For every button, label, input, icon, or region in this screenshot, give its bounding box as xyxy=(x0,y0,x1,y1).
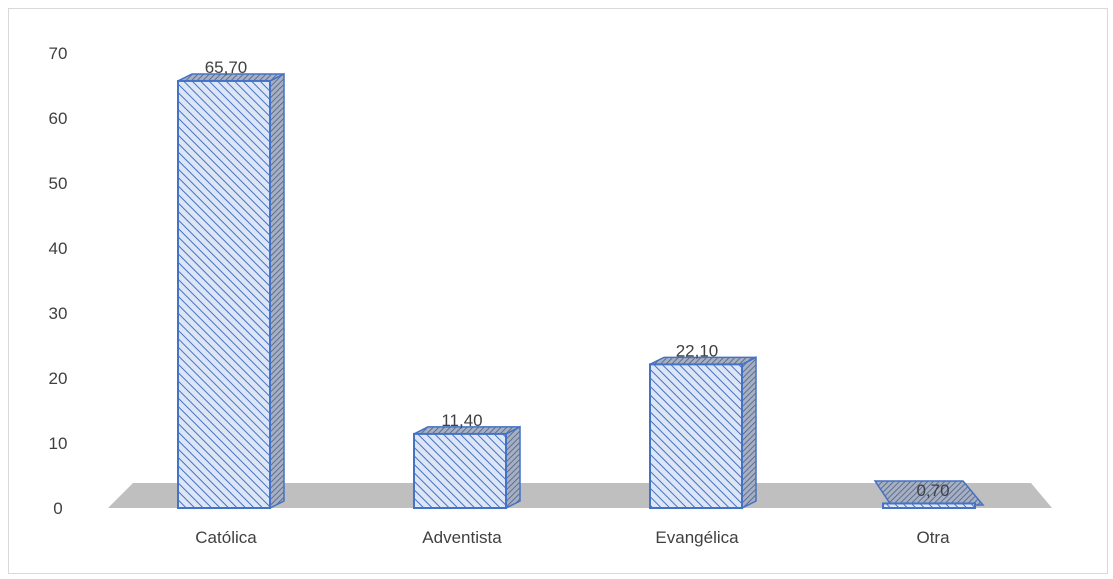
y-tick-label: 60 xyxy=(49,109,68,128)
category-label: Evangélica xyxy=(655,528,739,547)
bar xyxy=(649,356,757,510)
y-tick-label: 20 xyxy=(49,369,68,388)
bar-front xyxy=(882,502,976,510)
bar xyxy=(413,425,521,510)
data-label: 11,40 xyxy=(441,411,482,430)
y-tick-label: 40 xyxy=(49,239,68,258)
y-tick-label: 0 xyxy=(53,499,62,518)
y-tick-label: 10 xyxy=(49,434,68,453)
bar xyxy=(873,480,985,510)
category-label: Adventista xyxy=(422,528,502,547)
bar-side xyxy=(269,72,285,510)
y-tick-label: 70 xyxy=(49,44,68,63)
data-label: 0,70 xyxy=(916,481,949,500)
chart-floor xyxy=(108,483,1052,508)
bar-front xyxy=(413,432,507,509)
y-tick-label: 30 xyxy=(49,304,68,323)
bar-front xyxy=(649,363,743,509)
category-label: Católica xyxy=(195,528,257,547)
category-label: Otra xyxy=(916,528,950,547)
bar-side xyxy=(505,425,521,510)
bar-top xyxy=(873,480,985,506)
bar-front xyxy=(177,79,271,509)
data-label: 22,10 xyxy=(676,341,719,360)
y-tick-label: 50 xyxy=(49,174,68,193)
bar xyxy=(177,72,285,510)
data-label: 65,70 xyxy=(205,58,248,77)
bar-side xyxy=(741,356,757,510)
